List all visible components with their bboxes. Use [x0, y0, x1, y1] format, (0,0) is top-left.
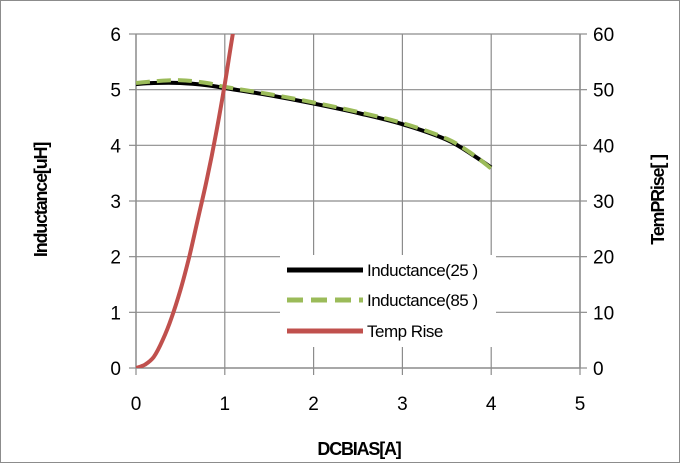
x-tick-label: 5 [575, 394, 586, 415]
x-tick-label: 0 [131, 394, 142, 415]
y-axis-title: Inductance[uH] [31, 143, 51, 257]
y2-tick-label: 10 [593, 303, 614, 324]
legend-label-temp-rise: Temp Rise [367, 322, 443, 341]
y-tick-label: 6 [110, 25, 121, 46]
y-tick-label: 1 [110, 303, 121, 324]
series-line-temp-rise [136, 34, 235, 368]
legend: Inductance(25 ) Inductance(85 ) Temp Ris… [280, 255, 496, 347]
y-tick-label: 0 [110, 359, 121, 380]
x-axis-title: DCBIAS[A] [317, 439, 400, 459]
y2-tick-label: 20 [593, 248, 614, 269]
x-tick-label: 1 [220, 394, 231, 415]
series-line-inductance-85 [136, 78, 493, 171]
x-tick-label: 4 [486, 394, 497, 415]
x-tick-label: 3 [397, 394, 408, 415]
axes [129, 33, 587, 375]
y2-tick-label: 50 [593, 81, 614, 102]
series-lines [136, 34, 493, 368]
y-tick-label: 2 [110, 248, 121, 269]
y2-tick-label: 60 [593, 25, 614, 46]
y2-tick-label: 0 [593, 359, 604, 380]
y2-axis-title: TemPRise[ ] [648, 155, 668, 245]
y2-tick-label: 40 [593, 136, 614, 157]
gridlines [136, 33, 581, 368]
y-tick-label: 5 [110, 81, 121, 102]
y-tick-label: 3 [110, 192, 121, 213]
legend-label-inductance-85: Inductance(85 ) [367, 291, 478, 310]
y-tick-label: 4 [110, 136, 121, 157]
y2-tick-label: 30 [593, 192, 614, 213]
x-tick-label: 2 [308, 394, 319, 415]
legend-label-inductance-25: Inductance(25 ) [367, 261, 478, 280]
